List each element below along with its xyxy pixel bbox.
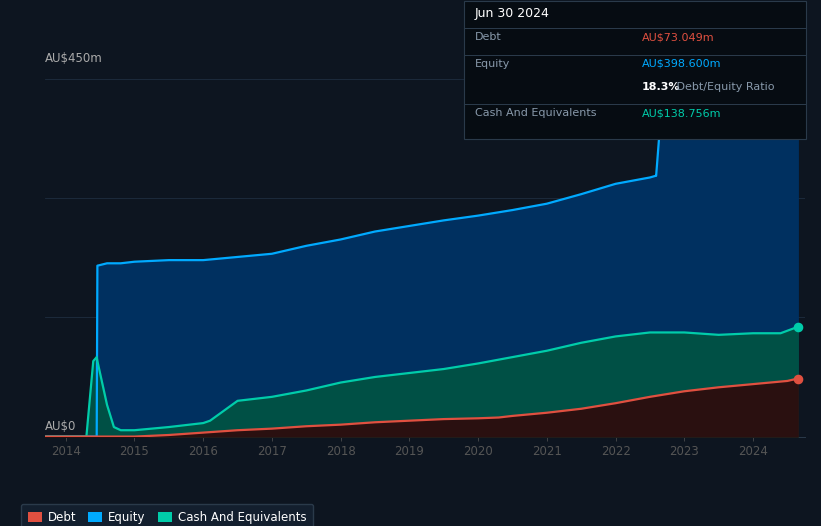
Text: AU$398.600m: AU$398.600m — [642, 59, 722, 69]
Point — [791, 116, 805, 125]
Text: Equity: Equity — [475, 59, 510, 69]
Text: Cash And Equivalents: Cash And Equivalents — [475, 108, 596, 118]
Text: 18.3%: 18.3% — [642, 82, 681, 92]
Text: Jun 30 2024: Jun 30 2024 — [475, 7, 549, 21]
Text: Debt/Equity Ratio: Debt/Equity Ratio — [673, 82, 774, 92]
Point — [791, 375, 805, 383]
Legend: Debt, Equity, Cash And Equivalents: Debt, Equity, Cash And Equivalents — [21, 504, 314, 526]
Text: AU$73.049m: AU$73.049m — [642, 32, 714, 42]
Text: AU$450m: AU$450m — [45, 52, 103, 65]
Text: AU$138.756m: AU$138.756m — [642, 108, 722, 118]
Text: Debt: Debt — [475, 32, 502, 42]
Text: AU$0: AU$0 — [45, 420, 76, 433]
Point — [791, 322, 805, 331]
